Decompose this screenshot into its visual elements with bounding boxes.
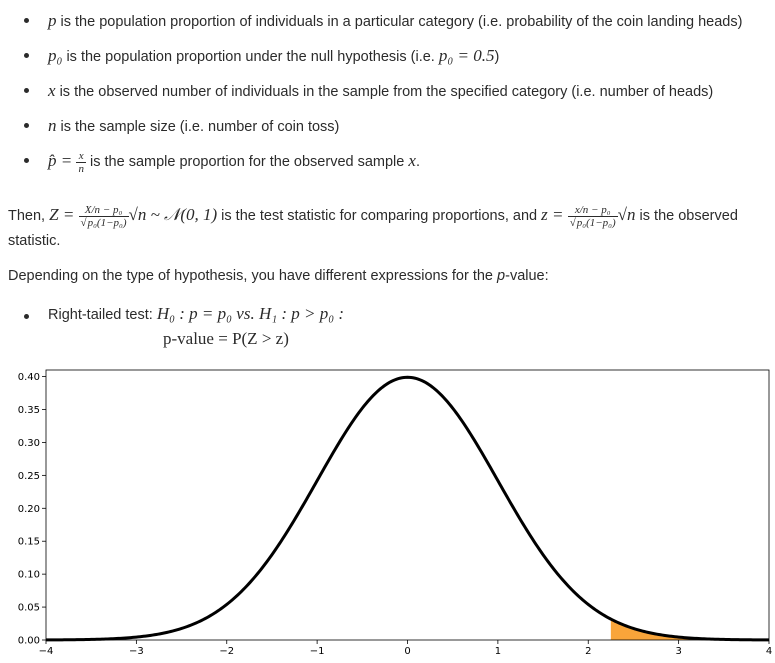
- x-tick-label: 2: [585, 646, 591, 657]
- math-symbol: x: [48, 81, 56, 100]
- fraction-numerator: X/n − p₀: [78, 204, 129, 217]
- pvalue-expression: p-value = P(Z > z): [163, 329, 289, 348]
- x-tick-label: 4: [766, 646, 772, 657]
- plot-area: −4 −3 −2 −1 0 1 2 3 4 0.00 0.05 0.10 0.15 0.20 0.25 0.3…: [18, 369, 772, 657]
- math-symbol: p̂ =: [48, 151, 77, 170]
- bullet-dot: [24, 314, 29, 319]
- plot-frame: [45, 369, 770, 641]
- y-tick-label: 0.00: [18, 636, 40, 647]
- fraction: x/n − p₀ √p₀(1−p₀): [567, 204, 618, 229]
- x-tick-label: 0: [404, 646, 410, 657]
- list-item: p is the population proportion of indivi…: [0, 8, 775, 35]
- item-text: is the sample size (i.e. number of coin …: [56, 119, 340, 135]
- hypothesis-expression: H₀ : p = p₀ vs. H₁ : p > p₀ :: [156, 304, 345, 323]
- fraction-denominator: √p₀(1−p₀): [80, 215, 127, 229]
- list-item: n is the sample size (i.e. number of coi…: [0, 113, 775, 140]
- hypothesis-line: Right-tailed test: H₀ : p = p₀ vs. H₁ : …: [48, 304, 344, 324]
- fraction-denominator: √p₀(1−p₀): [569, 215, 616, 229]
- normal-density-chart: −4 −3 −2 −1 0 1 2 3 4 0.00 0.05 0.10 0.15 0.20 0.25 0.3…: [18, 369, 772, 657]
- item-text: is the population proportion of individu…: [56, 14, 743, 30]
- math-symbol: p₀: [48, 46, 63, 65]
- math-expression: √n ~ 𝒩(0, 1): [128, 205, 218, 224]
- sqrt-content: p₀(1−p₀): [575, 215, 616, 229]
- list-item: p₀ is the population proportion under th…: [0, 43, 775, 70]
- y-tick-label: 0.20: [18, 504, 40, 515]
- math-expression: p₀ = 0.5: [438, 46, 495, 65]
- para-text: Then,: [8, 208, 50, 224]
- definitions-list: p is the population proportion of indivi…: [0, 8, 775, 183]
- list-item: x is the observed number of individuals …: [0, 78, 775, 105]
- fraction: X/n − p₀ √p₀(1−p₀): [78, 204, 129, 229]
- x-tick-label: −4: [39, 646, 54, 657]
- y-tick-label: 0.40: [18, 372, 40, 383]
- item-text: is the population proportion under the n…: [62, 49, 439, 65]
- x-tick-label: 3: [675, 646, 681, 657]
- fraction-denominator: n: [78, 162, 84, 175]
- math-expression: z =: [541, 205, 568, 224]
- para-text: -value:: [505, 268, 549, 284]
- math-symbol: p: [48, 11, 57, 30]
- test-statistic-paragraph: Then, Z = X/n − p₀ √p₀(1−p₀) √n ~ 𝒩(0, 1) …: [8, 202, 768, 254]
- fraction-numerator: x/n − p₀: [567, 204, 618, 217]
- depending-paragraph: Depending on the type of hypothesis, you…: [8, 264, 768, 289]
- math-expression: √n: [617, 205, 636, 224]
- y-tick-label: 0.35: [18, 405, 40, 416]
- math-expression: Z =: [49, 205, 79, 224]
- fraction-numerator: x: [76, 150, 86, 163]
- para-text: is the test statistic for comparing prop…: [217, 208, 542, 224]
- density-curve: [45, 375, 770, 642]
- right-tailed-label: Right-tailed test:: [48, 307, 157, 323]
- y-tick-label: 0.15: [18, 537, 40, 548]
- y-tick-label: 0.25: [18, 471, 40, 482]
- x-tick-label: 1: [495, 646, 501, 657]
- y-tick-label: 0.30: [18, 438, 40, 449]
- item-text: ): [494, 49, 500, 65]
- item-text: .: [415, 154, 420, 170]
- math-symbol: n: [48, 116, 57, 135]
- x-tick-label: −3: [129, 646, 144, 657]
- math-symbol: x: [408, 151, 416, 170]
- tail-area: [610, 619, 769, 640]
- sqrt-content: p₀(1−p₀): [86, 215, 127, 229]
- para-text: Depending on the type of hypothesis, you…: [8, 268, 498, 284]
- item-text: is the sample proportion for the observe…: [85, 154, 409, 170]
- x-tick-label: −2: [219, 646, 234, 657]
- p-italic: p: [497, 268, 506, 284]
- item-text: is the observed number of individuals in…: [55, 84, 714, 100]
- para-text: is the observed statistic.: [8, 208, 738, 249]
- y-tick-label: 0.10: [18, 570, 40, 581]
- x-tick-label: −1: [310, 646, 325, 657]
- y-tick-label: 0.05: [18, 603, 40, 614]
